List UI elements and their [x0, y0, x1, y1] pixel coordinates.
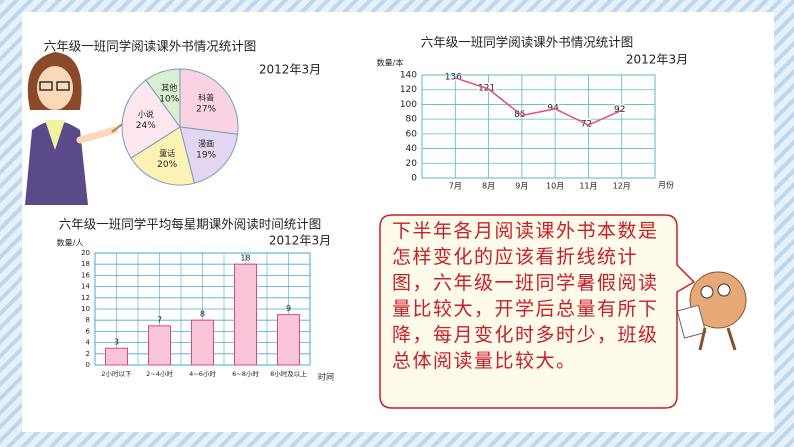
y-tick-label: 0	[411, 174, 417, 184]
pie-slice	[145, 68, 181, 129]
chart-subtitle: 2012年3月	[259, 63, 321, 77]
slice-label: 漫画	[198, 139, 214, 149]
slice-value-label: 10%	[159, 94, 179, 104]
x-tick-label: 9月	[515, 182, 528, 191]
x-axis-label: 月份	[658, 180, 674, 190]
pie-slice	[179, 126, 239, 184]
slice-label: 其他	[161, 82, 177, 92]
y-tick-label: 8	[86, 316, 90, 324]
slice-value-label: 19%	[196, 151, 216, 161]
y-tick-label: 2	[86, 350, 90, 358]
x-axis-label: 时间	[318, 372, 334, 382]
y-tick-label: 40	[406, 144, 418, 154]
y-tick-label: 80	[406, 115, 418, 125]
slice-label: 童话	[159, 148, 175, 158]
x-tick-label: 10月	[546, 182, 564, 191]
bar	[277, 314, 300, 366]
pie-slice	[121, 79, 181, 159]
bar	[148, 325, 171, 366]
chart-subtitle: 2012年3月	[269, 234, 331, 248]
chart-title: 六年级一班同学阅读课外书情况统计图	[44, 39, 257, 54]
x-tick-label: 4~6小时	[189, 369, 216, 378]
pie-slice	[179, 68, 239, 135]
slice-label: 小说	[138, 109, 154, 119]
data-label: 94	[547, 103, 559, 113]
y-tick-label: 60	[406, 129, 418, 139]
y-tick-label: 20	[406, 159, 418, 169]
x-tick-label: 8小时及以上	[270, 369, 307, 378]
teacher	[25, 52, 131, 205]
y-axis-label: 数量/人	[57, 238, 84, 248]
y-tick-label: 10	[81, 305, 90, 313]
data-label: 8	[200, 310, 205, 319]
slice-value-label: 27%	[196, 104, 216, 114]
bar	[234, 263, 257, 366]
slice-label: 科普	[198, 92, 214, 102]
y-axis-label: 数量/本	[377, 58, 404, 68]
y-tick-label: 12	[81, 294, 90, 302]
x-tick-label: 2~4小时	[146, 369, 173, 378]
line	[455, 77, 623, 126]
plot-frame	[421, 74, 656, 179]
data-label: 7	[157, 315, 162, 324]
data-label: 18	[240, 254, 250, 263]
y-tick-label: 16	[81, 271, 90, 279]
y-tick-label: 20	[81, 249, 90, 257]
x-tick-label: 2小时以下	[101, 369, 132, 378]
bar	[105, 347, 128, 366]
y-tick-label: 120	[400, 85, 417, 95]
y-tick-label: 14	[81, 283, 90, 291]
y-tick-label: 18	[81, 260, 90, 268]
speech-bubble	[379, 214, 696, 409]
y-tick-label: 6	[86, 327, 91, 335]
data-label: 9	[286, 304, 291, 313]
chart-title: 六年级一班同学阅读课外书情况统计图	[421, 35, 634, 50]
data-label: 3	[114, 338, 119, 347]
data-label: 136	[445, 72, 462, 82]
x-tick-label: 7月	[449, 182, 462, 191]
x-tick-label: 12月	[613, 182, 631, 191]
y-tick-label: 100	[400, 100, 417, 110]
x-tick-label: 11月	[579, 182, 597, 191]
y-tick-label: 0	[86, 361, 90, 369]
bar	[191, 319, 214, 366]
y-tick-label: 140	[400, 71, 417, 81]
bubble-text: 下半年各月阅读课外书本数是怎样变化的应该看折线统计图，六年级一班同学暑假阅读量比…	[392, 220, 659, 372]
chart-subtitle: 2012年3月	[626, 53, 688, 67]
chart-title: 六年级一班同学平均每星期课外阅读时间统计图	[59, 217, 322, 232]
pie-slice	[130, 126, 196, 186]
slice-value-label: 24%	[136, 121, 156, 131]
slice-value-label: 20%	[157, 160, 177, 170]
x-tick-label: 8月	[482, 182, 495, 191]
cartoon-figure	[676, 271, 747, 351]
y-tick-label: 4	[86, 339, 91, 347]
x-tick-label: 6~8小时	[232, 369, 259, 378]
